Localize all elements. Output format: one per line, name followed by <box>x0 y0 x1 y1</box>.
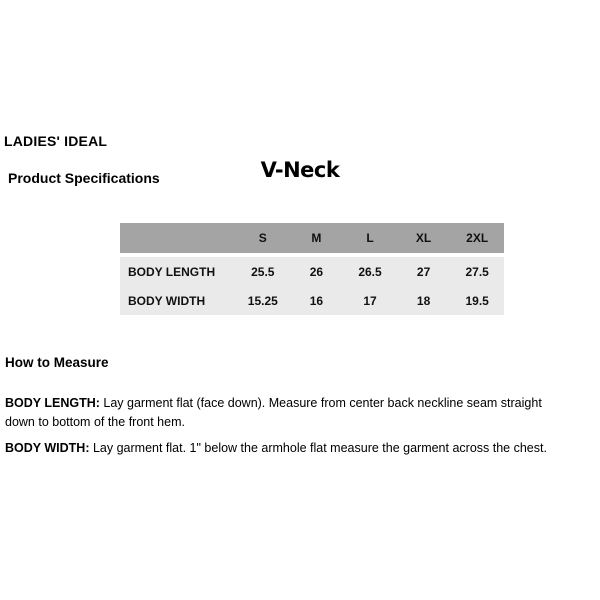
body-width-2xl: 19.5 <box>465 293 489 308</box>
row-label: BODY LENGTH <box>128 264 216 279</box>
body-length-instruction-text: Lay garment flat (face down). Measure fr… <box>5 396 542 429</box>
section-title: Product Specifications <box>8 170 160 186</box>
body-width-xl: 18 <box>416 293 431 308</box>
row-label: BODY WIDTH <box>128 293 206 308</box>
body-width-m: 16 <box>309 293 324 308</box>
column-header-l: L <box>366 231 374 245</box>
body-length-2xl: 27.5 <box>465 264 489 279</box>
how-to-measure-title: How to Measure <box>5 355 109 370</box>
column-header-xl: XL <box>415 231 432 245</box>
body-length-instruction-label: BODY LENGTH: <box>5 396 100 410</box>
brand-title: LADIES' IDEAL <box>4 133 108 149</box>
body-length-instruction: BODY LENGTH: Lay garment flat (face down… <box>5 394 565 432</box>
body-length-xl: 27 <box>416 264 431 279</box>
body-width-s: 15.25 <box>247 293 278 308</box>
table-row-body-length: BODY LENGTH 25.5 26 26.5 27 27.5 <box>120 257 504 286</box>
body-width-instruction: BODY WIDTH: Lay garment flat. 1" below t… <box>5 439 565 458</box>
table-body: BODY LENGTH 25.5 26 26.5 27 27.5 BODY WI… <box>120 257 504 315</box>
body-width-instruction-text: Lay garment flat. 1" below the armhole f… <box>89 441 547 455</box>
measuring-instructions: BODY LENGTH: Lay garment flat (face down… <box>5 394 565 465</box>
column-header-2xl: 2XL <box>466 231 489 245</box>
body-length-m: 26 <box>309 264 324 279</box>
body-length-l: 26.5 <box>358 264 382 279</box>
size-spec-table: S M L XL 2XL BODY LENGTH 25.5 26 26.5 27… <box>120 223 504 315</box>
body-length-s: 25.5 <box>251 264 275 279</box>
table-row-body-width: BODY WIDTH 15.25 16 17 18 19.5 <box>120 286 504 315</box>
body-width-l: 17 <box>363 293 377 308</box>
table-header-row: S M L XL 2XL <box>120 223 504 253</box>
product-title: V-Neck <box>260 158 340 182</box>
column-header-s: S <box>258 231 267 245</box>
column-header-m: M <box>311 231 322 245</box>
body-width-instruction-label: BODY WIDTH: <box>5 441 90 455</box>
